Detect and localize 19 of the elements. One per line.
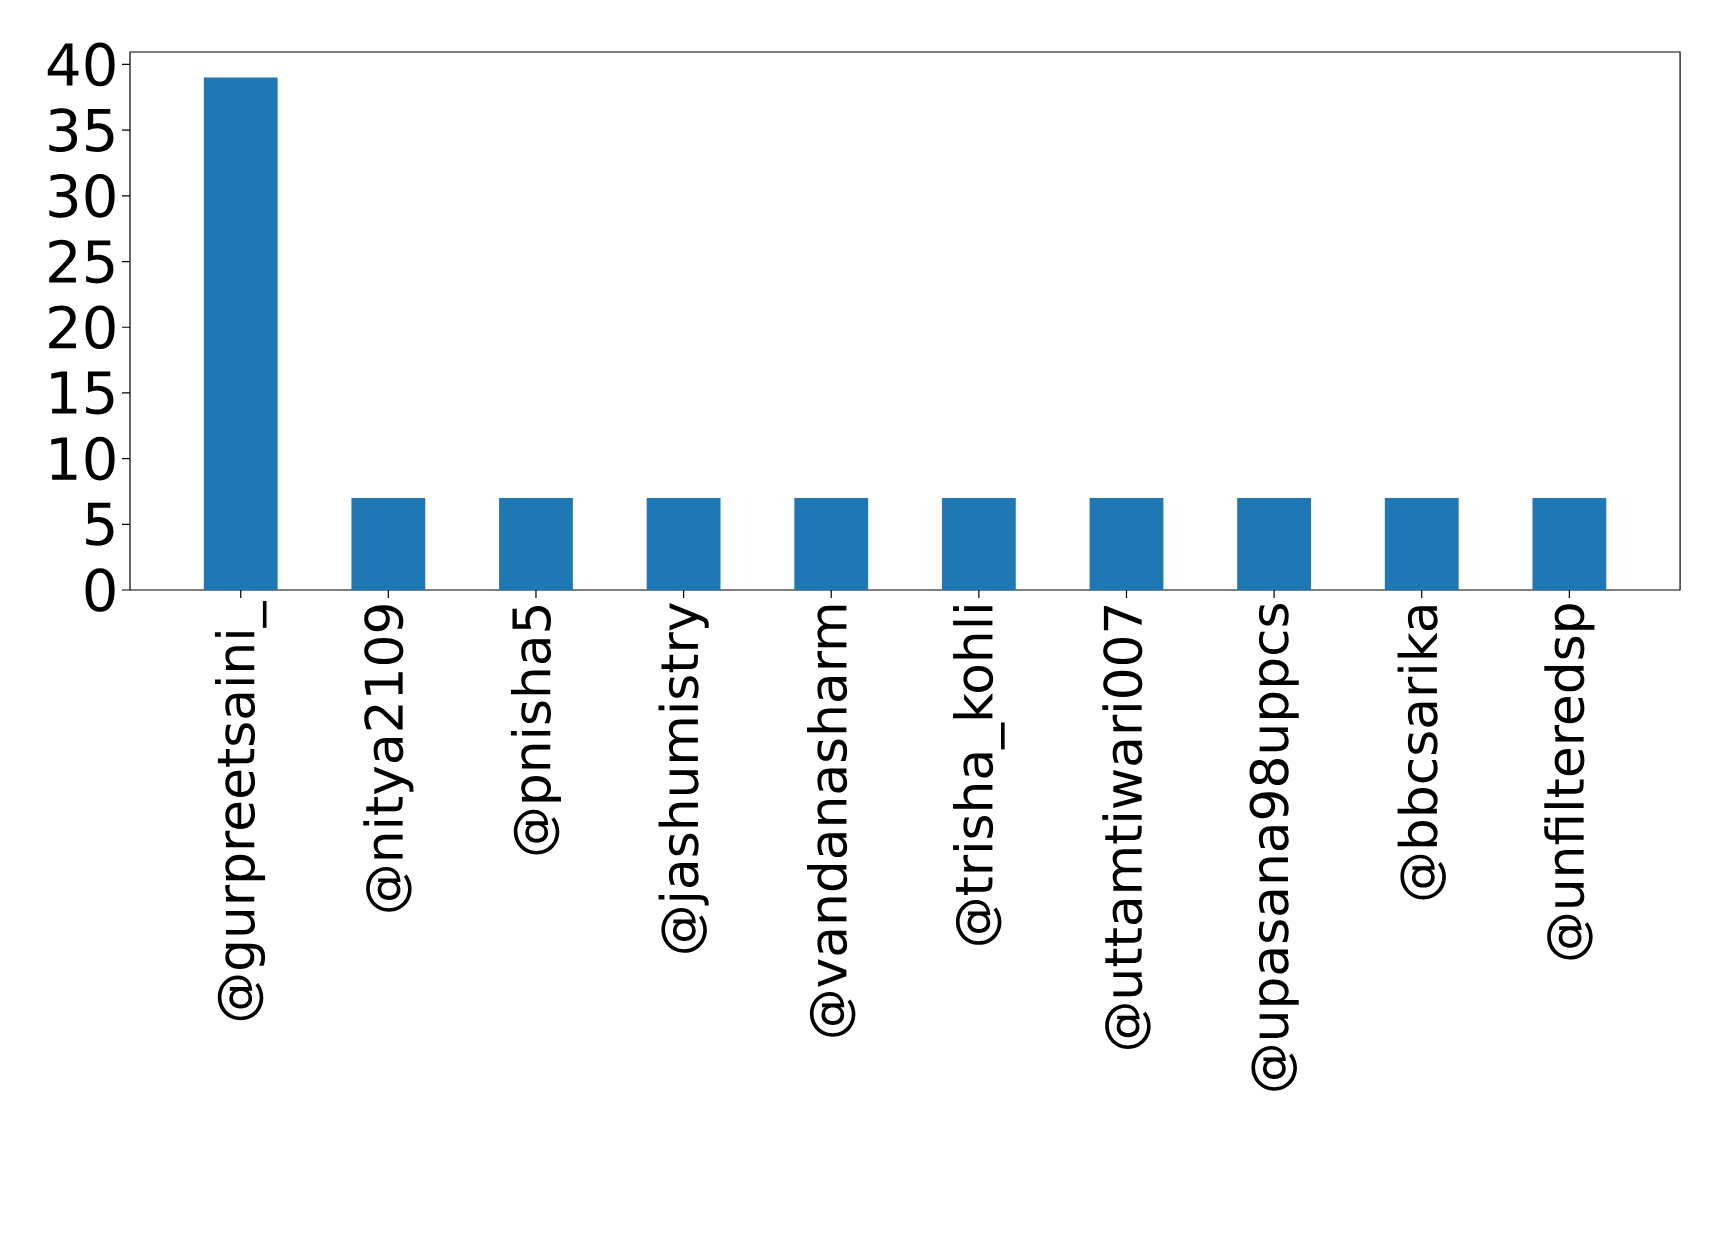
y-tick-label: 30 [49,174,115,218]
y-tick-label: 40 [47,42,115,87]
x-tick-label: @gurpreetsaini_ [214,600,267,1021]
x-tick-label: @upasana98uppcs [1249,603,1299,1091]
y-tick-label: 0 [85,568,115,612]
y-tick-label: 35 [49,108,114,153]
y-tick-label: 5 [86,502,114,546]
y-tick-label: 25 [49,239,114,284]
x-tick-label: @vandanasharm [807,605,856,1037]
x-tick-label: @nitya2109 [363,605,414,912]
x-tick-label: @bbcsarika [1397,606,1446,900]
x-tick-label: @uttamtiwari007 [1102,605,1151,1049]
y-tick-label: 15 [51,371,114,415]
x-tick-label: @jashumistry [658,603,709,953]
x-tick-label: @pnisha5 [510,605,562,855]
y-tick-label: 10 [51,436,115,481]
y-tick-label: 20 [49,305,115,350]
x-tick-label: @unfilteredsp [1544,604,1595,960]
x-tick-label: @trisha_kohli [953,606,1005,945]
